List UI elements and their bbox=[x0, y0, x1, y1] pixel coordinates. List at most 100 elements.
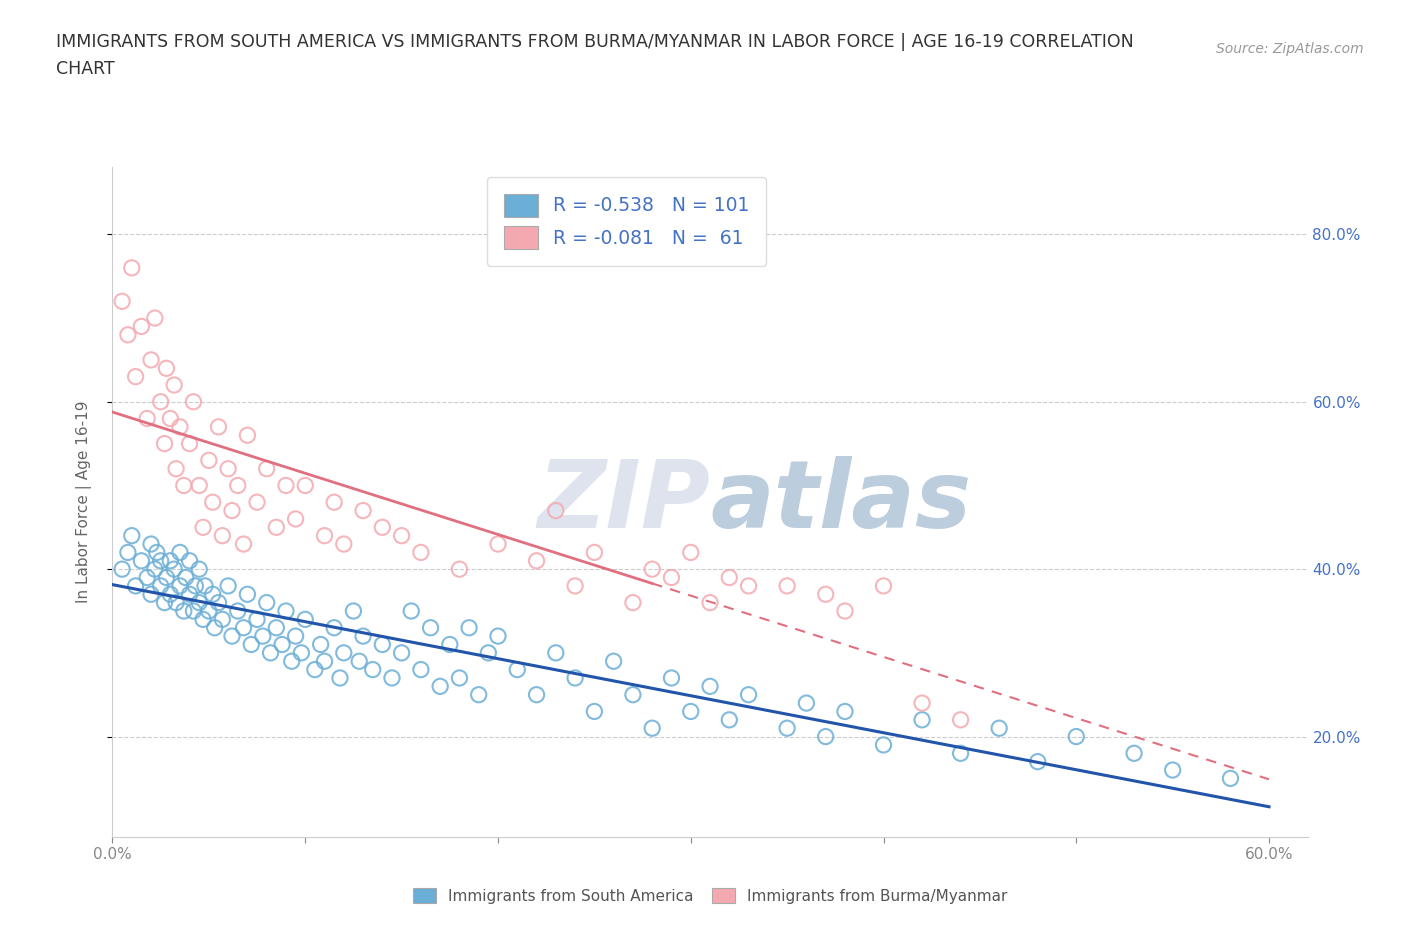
Point bbox=[146, 545, 169, 560]
Point bbox=[699, 595, 721, 610]
Point bbox=[361, 662, 384, 677]
Point bbox=[179, 587, 201, 602]
Point bbox=[149, 394, 172, 409]
Point bbox=[121, 528, 143, 543]
Point bbox=[352, 503, 374, 518]
Point bbox=[290, 645, 312, 660]
Point bbox=[179, 553, 201, 568]
Point bbox=[111, 562, 134, 577]
Point bbox=[776, 578, 799, 593]
Point bbox=[401, 604, 423, 618]
Point bbox=[124, 369, 146, 384]
Point bbox=[309, 637, 332, 652]
Point bbox=[872, 737, 894, 752]
Point bbox=[163, 562, 186, 577]
Point bbox=[391, 645, 413, 660]
Text: atlas: atlas bbox=[710, 457, 972, 548]
Point bbox=[131, 319, 153, 334]
Point bbox=[284, 629, 307, 644]
Point bbox=[564, 671, 586, 685]
Point bbox=[221, 503, 243, 518]
Point bbox=[352, 629, 374, 644]
Point bbox=[274, 604, 297, 618]
Point bbox=[737, 578, 759, 593]
Point bbox=[173, 478, 195, 493]
Point bbox=[207, 595, 229, 610]
Point bbox=[583, 545, 606, 560]
Point bbox=[429, 679, 451, 694]
Point bbox=[342, 604, 364, 618]
Point bbox=[294, 478, 316, 493]
Y-axis label: In Labor Force | Age 16-19: In Labor Force | Age 16-19 bbox=[76, 401, 91, 604]
Point bbox=[143, 311, 166, 325]
Point bbox=[217, 461, 239, 476]
Point bbox=[834, 604, 856, 618]
Point bbox=[602, 654, 624, 669]
Point bbox=[139, 587, 162, 602]
Point bbox=[304, 662, 326, 677]
Point bbox=[409, 662, 432, 677]
Point bbox=[477, 645, 499, 660]
Legend: Immigrants from South America, Immigrants from Burma/Myanmar: Immigrants from South America, Immigrant… bbox=[406, 882, 1014, 910]
Point bbox=[131, 553, 153, 568]
Point bbox=[232, 537, 254, 551]
Point bbox=[117, 327, 139, 342]
Point bbox=[323, 495, 346, 510]
Point bbox=[641, 721, 664, 736]
Point bbox=[718, 712, 741, 727]
Point bbox=[226, 604, 249, 618]
Point bbox=[949, 712, 972, 727]
Point bbox=[661, 570, 683, 585]
Point bbox=[737, 687, 759, 702]
Point bbox=[371, 520, 394, 535]
Point bbox=[544, 645, 567, 660]
Point bbox=[163, 378, 186, 392]
Point bbox=[409, 545, 432, 560]
Point bbox=[139, 352, 162, 367]
Point bbox=[221, 629, 243, 644]
Text: Source: ZipAtlas.com: Source: ZipAtlas.com bbox=[1216, 42, 1364, 56]
Point bbox=[458, 620, 481, 635]
Point bbox=[259, 645, 281, 660]
Point bbox=[583, 704, 606, 719]
Point bbox=[641, 562, 664, 577]
Point bbox=[347, 654, 370, 669]
Point bbox=[274, 478, 297, 493]
Point bbox=[191, 520, 214, 535]
Point bbox=[284, 512, 307, 526]
Point bbox=[621, 595, 644, 610]
Point bbox=[776, 721, 799, 736]
Point bbox=[236, 587, 259, 602]
Point bbox=[201, 495, 224, 510]
Point bbox=[449, 671, 471, 685]
Point bbox=[526, 687, 548, 702]
Point bbox=[314, 654, 336, 669]
Point bbox=[117, 545, 139, 560]
Point bbox=[155, 361, 177, 376]
Point bbox=[1219, 771, 1241, 786]
Point bbox=[183, 604, 205, 618]
Point bbox=[294, 612, 316, 627]
Text: IMMIGRANTS FROM SOUTH AMERICA VS IMMIGRANTS FROM BURMA/MYANMAR IN LABOR FORCE | : IMMIGRANTS FROM SOUTH AMERICA VS IMMIGRA… bbox=[56, 33, 1135, 50]
Point bbox=[988, 721, 1011, 736]
Point bbox=[179, 436, 201, 451]
Point bbox=[211, 528, 233, 543]
Point bbox=[173, 604, 195, 618]
Point bbox=[217, 578, 239, 593]
Point bbox=[153, 595, 176, 610]
Point bbox=[621, 687, 644, 702]
Point bbox=[1026, 754, 1049, 769]
Point bbox=[1064, 729, 1087, 744]
Point bbox=[240, 637, 263, 652]
Point bbox=[188, 595, 211, 610]
Point bbox=[111, 294, 134, 309]
Point bbox=[153, 436, 176, 451]
Point bbox=[194, 578, 217, 593]
Point bbox=[246, 612, 269, 627]
Point bbox=[236, 428, 259, 443]
Point bbox=[188, 562, 211, 577]
Point bbox=[184, 578, 207, 593]
Text: ZIP: ZIP bbox=[537, 457, 710, 548]
Point bbox=[232, 620, 254, 635]
Point bbox=[329, 671, 352, 685]
